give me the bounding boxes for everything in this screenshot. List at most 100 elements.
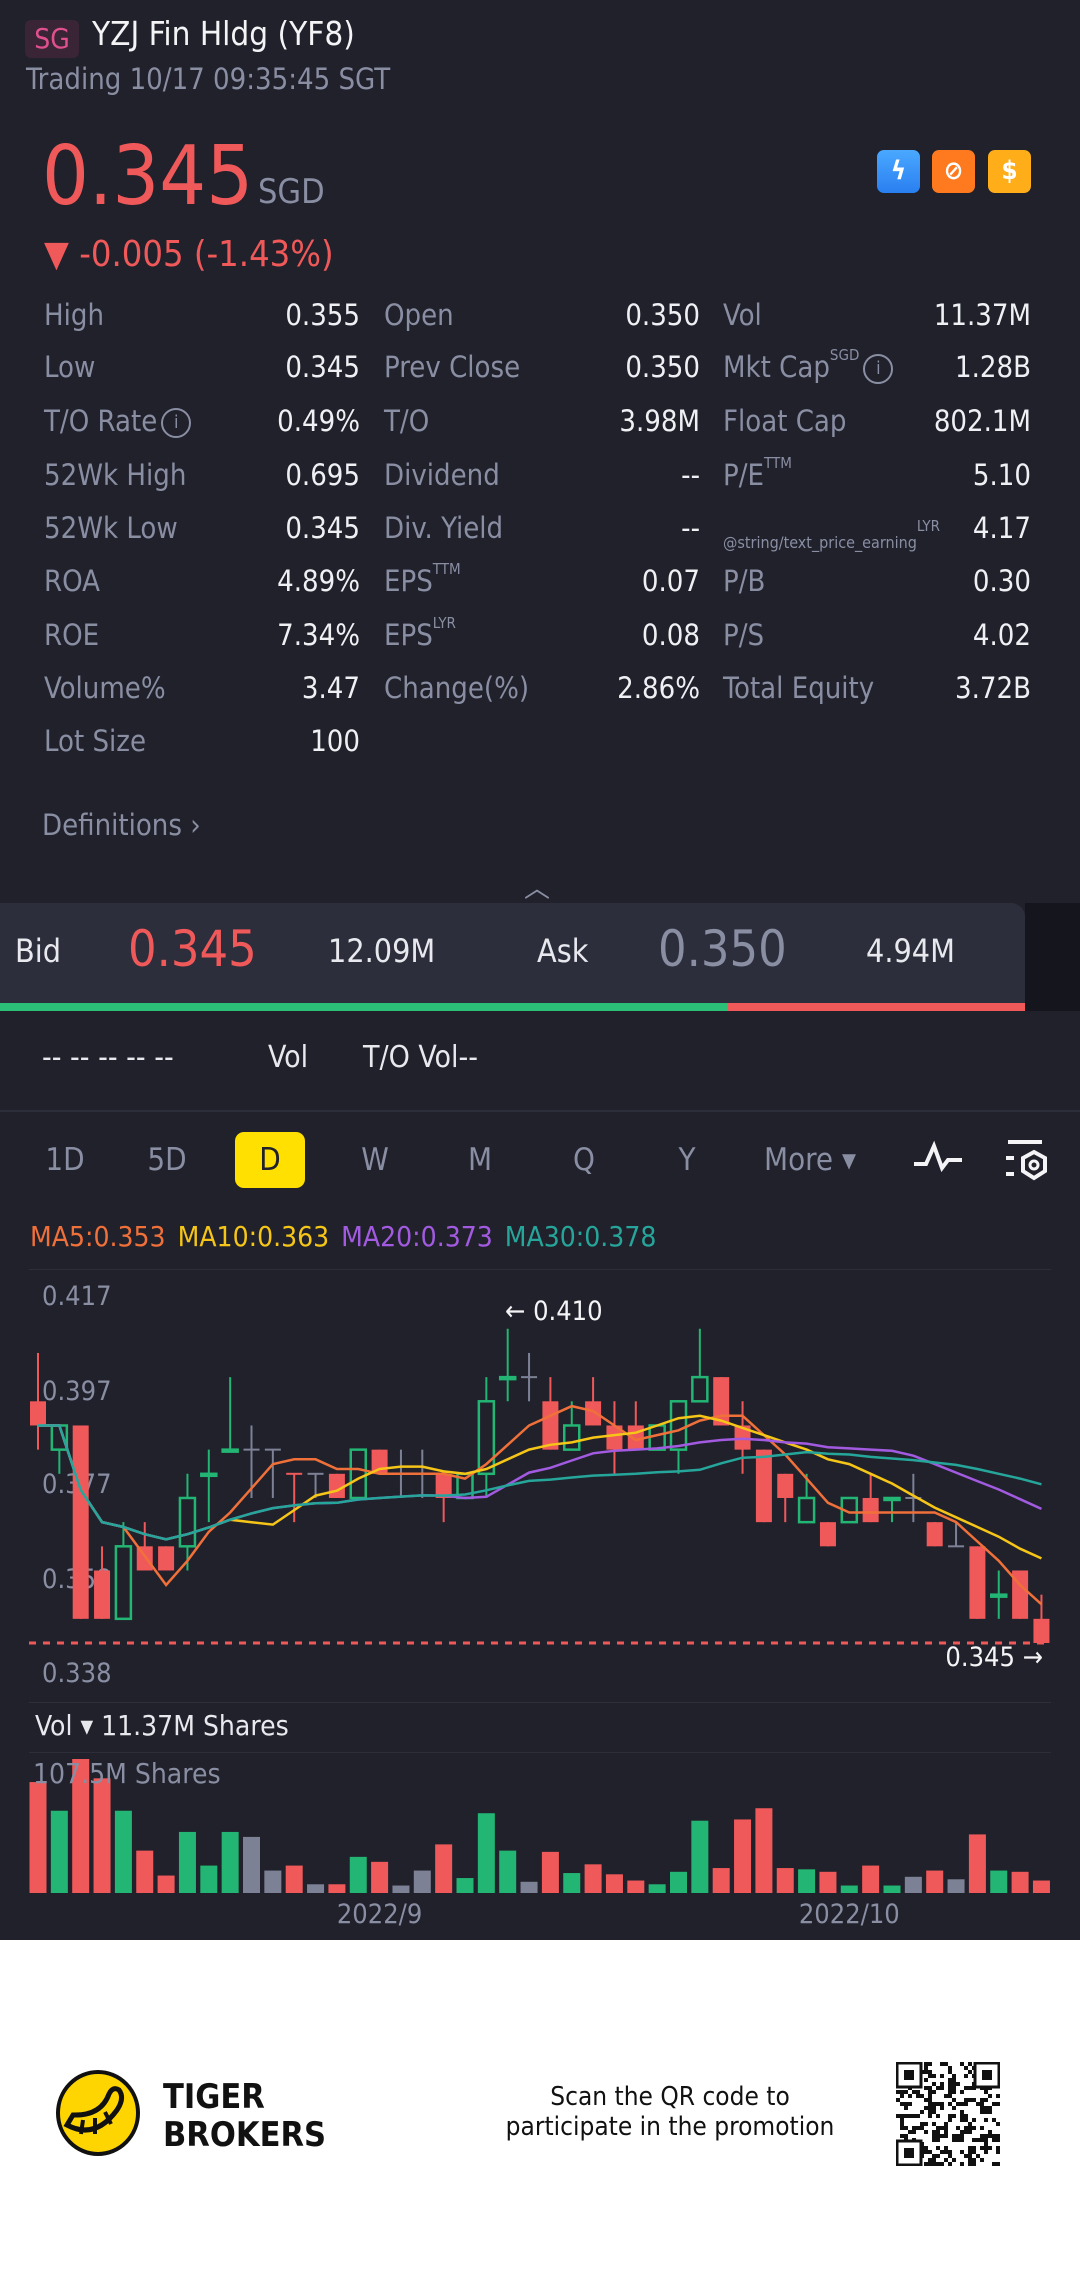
volume-bar[interactable] [691, 1820, 709, 1893]
candle[interactable] [905, 1473, 922, 1523]
volume-bar[interactable] [520, 1881, 538, 1893]
candle[interactable] [1012, 1570, 1029, 1619]
volume-bar[interactable] [456, 1878, 474, 1893]
volume-bar[interactable] [328, 1884, 346, 1893]
volume-bar[interactable] [883, 1885, 901, 1893]
volume-bar[interactable] [178, 1831, 196, 1893]
candle[interactable] [328, 1473, 345, 1498]
dividend-dollar-icon[interactable]: $ [988, 150, 1031, 193]
volume-bar[interactable] [371, 1861, 389, 1893]
no-short-icon[interactable]: ⊘ [932, 150, 975, 193]
info-icon[interactable]: i [161, 408, 192, 438]
candle[interactable] [158, 1546, 175, 1571]
ask-price[interactable]: 0.350 [658, 920, 787, 978]
flash-trade-icon[interactable]: ϟ [877, 150, 920, 193]
volume-bar[interactable] [413, 1870, 431, 1893]
candle[interactable] [72, 1425, 89, 1619]
volume-bar[interactable] [307, 1884, 325, 1893]
tab-1d[interactable]: 1D [45, 1142, 85, 1178]
candle[interactable] [50, 1424, 69, 1474]
bid-price[interactable]: 0.345 [128, 920, 257, 978]
candle[interactable] [521, 1352, 538, 1402]
candle[interactable] [1033, 1594, 1050, 1643]
volume-bar[interactable] [50, 1810, 68, 1893]
tab-more[interactable]: More ▾ [764, 1142, 856, 1178]
volume-bar[interactable] [285, 1865, 303, 1893]
volume-selector[interactable]: Vol ▾ 11.37M Shares [35, 1709, 289, 1742]
volume-bar[interactable] [563, 1873, 581, 1893]
volume-bar[interactable] [114, 1810, 132, 1893]
volume-bar[interactable] [947, 1879, 965, 1893]
volume-bar[interactable] [968, 1834, 986, 1893]
volume-bar[interactable] [72, 1759, 90, 1893]
candle[interactable] [498, 1328, 517, 1402]
tab-5d[interactable]: 5D [147, 1142, 187, 1178]
candle[interactable] [819, 1522, 836, 1547]
stat-label[interactable]: T/O Rate i [44, 404, 192, 438]
volume-bar[interactable] [840, 1885, 858, 1893]
tab-y[interactable]: Y [678, 1142, 696, 1178]
volume-bar[interactable] [904, 1876, 922, 1893]
candle[interactable] [755, 1449, 772, 1523]
volume-bar[interactable] [349, 1856, 367, 1893]
volume-bar[interactable] [648, 1884, 666, 1893]
candle[interactable] [883, 1496, 901, 1523]
volume-bar[interactable] [221, 1831, 239, 1893]
candle[interactable] [243, 1425, 260, 1498]
volume-bar[interactable] [584, 1864, 602, 1893]
candle[interactable] [286, 1472, 303, 1523]
tab-w[interactable]: W [361, 1142, 389, 1178]
candle[interactable] [797, 1473, 816, 1524]
volume-bar[interactable] [712, 1868, 730, 1893]
candle[interactable] [777, 1473, 794, 1523]
candle[interactable] [221, 1377, 239, 1453]
info-icon[interactable]: i [863, 354, 894, 384]
volume-bar[interactable] [776, 1868, 794, 1893]
volume-bar[interactable] [243, 1836, 260, 1893]
volume-bar[interactable] [734, 1819, 752, 1893]
volume-bar[interactable] [435, 1844, 453, 1893]
volume-chart[interactable]: 2022/9 2022/10 [0, 1740, 1080, 1940]
candle[interactable] [669, 1400, 688, 1474]
volume-bar[interactable] [926, 1870, 944, 1893]
volume-bar[interactable] [29, 1782, 47, 1893]
volume-bar[interactable] [1011, 1871, 1029, 1893]
candle[interactable] [114, 1522, 133, 1621]
candle[interactable] [307, 1472, 324, 1498]
volume-bar[interactable] [477, 1813, 495, 1893]
candle[interactable] [349, 1448, 367, 1500]
indicator-icon[interactable] [912, 1138, 964, 1182]
candle[interactable] [264, 1448, 281, 1498]
candle[interactable] [30, 1352, 46, 1450]
definitions-link[interactable]: Definitions › [42, 808, 201, 842]
volume-bar[interactable] [392, 1885, 410, 1893]
tab-m[interactable]: M [467, 1142, 493, 1178]
tab-q[interactable]: Q [573, 1142, 595, 1178]
volume-bar[interactable] [499, 1850, 517, 1893]
volume-bar[interactable] [136, 1850, 154, 1893]
volume-bar[interactable] [200, 1865, 218, 1893]
candle[interactable] [948, 1522, 965, 1548]
volume-bar[interactable] [670, 1871, 687, 1893]
candle[interactable] [713, 1377, 730, 1426]
volume-bar[interactable] [605, 1874, 623, 1893]
candle[interactable] [606, 1401, 623, 1474]
candle[interactable] [926, 1522, 943, 1547]
candle[interactable] [862, 1473, 879, 1523]
volume-bar[interactable] [627, 1880, 645, 1893]
stat-label[interactable]: Mkt CapSGDi [723, 346, 894, 384]
candle[interactable] [435, 1473, 452, 1523]
candle[interactable] [990, 1570, 1008, 1619]
volume-bar[interactable] [862, 1865, 880, 1893]
volume-bar[interactable] [1032, 1880, 1050, 1893]
candle[interactable] [477, 1377, 496, 1498]
tab-d[interactable]: D [235, 1132, 305, 1188]
candle[interactable] [94, 1546, 111, 1619]
volume-bar[interactable] [157, 1875, 175, 1893]
volume-bar[interactable] [755, 1808, 773, 1893]
candle[interactable] [200, 1449, 218, 1523]
collapse-chevron-icon[interactable]: ︿ [524, 874, 551, 904]
volume-bar[interactable] [819, 1871, 837, 1893]
candle[interactable] [627, 1401, 644, 1450]
